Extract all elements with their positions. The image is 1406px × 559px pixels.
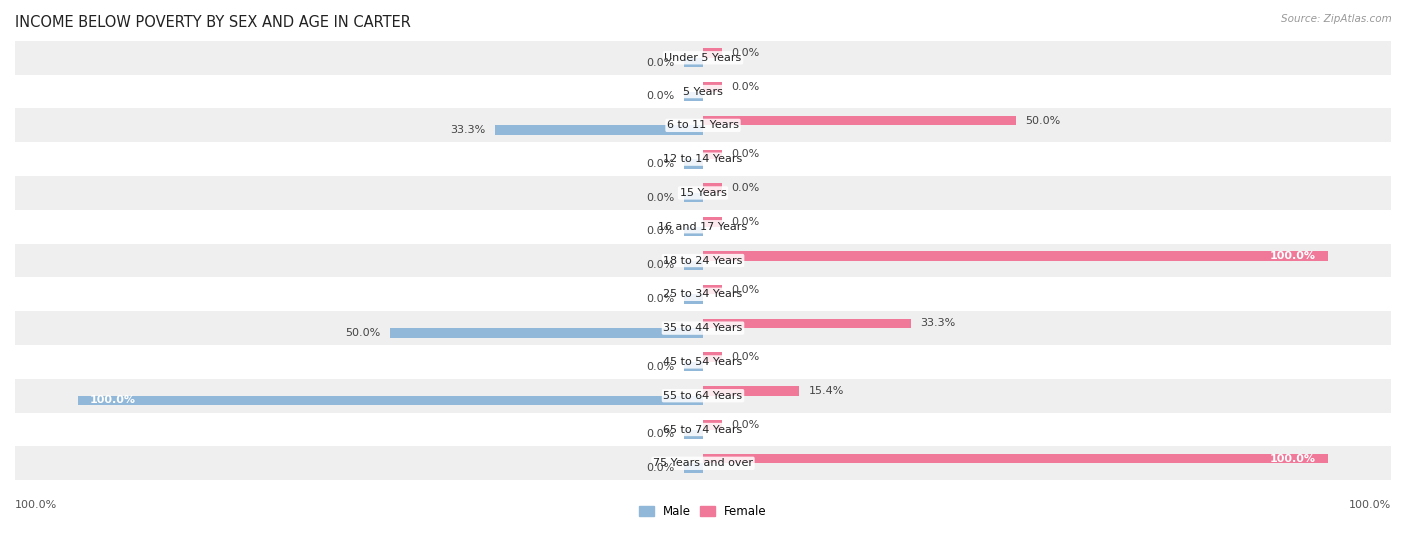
- Text: 100.0%: 100.0%: [1270, 251, 1316, 261]
- Bar: [703, 150, 721, 159]
- Bar: [703, 454, 1329, 463]
- Bar: [703, 48, 721, 58]
- Bar: [703, 420, 721, 429]
- Text: 50.0%: 50.0%: [1025, 116, 1060, 126]
- Text: 55 to 64 Years: 55 to 64 Years: [664, 391, 742, 401]
- Bar: [15, 210, 1391, 244]
- Text: 0.0%: 0.0%: [731, 48, 759, 58]
- Bar: [495, 125, 703, 135]
- Text: 65 to 74 Years: 65 to 74 Years: [664, 424, 742, 434]
- Text: 33.3%: 33.3%: [450, 125, 485, 135]
- Bar: [685, 159, 703, 169]
- Text: 0.0%: 0.0%: [647, 463, 675, 473]
- Text: 0.0%: 0.0%: [647, 91, 675, 101]
- Text: 5 Years: 5 Years: [683, 87, 723, 97]
- Bar: [685, 260, 703, 270]
- Text: 15.4%: 15.4%: [808, 386, 844, 396]
- Bar: [15, 41, 1391, 75]
- Text: 100.0%: 100.0%: [1270, 453, 1316, 463]
- Bar: [703, 319, 911, 328]
- Bar: [15, 379, 1391, 413]
- Text: 100.0%: 100.0%: [90, 395, 136, 405]
- Text: 100.0%: 100.0%: [1348, 500, 1391, 510]
- Bar: [703, 82, 721, 92]
- Text: 0.0%: 0.0%: [647, 362, 675, 372]
- Text: 45 to 54 Years: 45 to 54 Years: [664, 357, 742, 367]
- Text: Source: ZipAtlas.com: Source: ZipAtlas.com: [1281, 14, 1392, 24]
- Bar: [685, 362, 703, 371]
- Text: 16 and 17 Years: 16 and 17 Years: [658, 222, 748, 232]
- Text: 6 to 11 Years: 6 to 11 Years: [666, 120, 740, 130]
- Bar: [15, 447, 1391, 480]
- Bar: [685, 58, 703, 67]
- Text: 12 to 14 Years: 12 to 14 Years: [664, 154, 742, 164]
- Text: 18 to 24 Years: 18 to 24 Years: [664, 255, 742, 266]
- Text: 0.0%: 0.0%: [647, 226, 675, 236]
- Text: 0.0%: 0.0%: [731, 285, 759, 295]
- Bar: [703, 217, 721, 227]
- Bar: [685, 227, 703, 236]
- Bar: [685, 429, 703, 439]
- Text: 0.0%: 0.0%: [647, 58, 675, 68]
- Bar: [685, 92, 703, 101]
- Text: 15 Years: 15 Years: [679, 188, 727, 198]
- Bar: [15, 75, 1391, 108]
- Text: 0.0%: 0.0%: [647, 429, 675, 439]
- Text: 50.0%: 50.0%: [346, 328, 381, 338]
- Bar: [703, 116, 1015, 125]
- Bar: [15, 244, 1391, 277]
- Bar: [15, 413, 1391, 447]
- Text: 0.0%: 0.0%: [731, 217, 759, 227]
- Text: 0.0%: 0.0%: [647, 260, 675, 270]
- Text: 0.0%: 0.0%: [731, 183, 759, 193]
- Text: INCOME BELOW POVERTY BY SEX AND AGE IN CARTER: INCOME BELOW POVERTY BY SEX AND AGE IN C…: [15, 15, 411, 30]
- Text: 0.0%: 0.0%: [647, 159, 675, 169]
- Bar: [15, 143, 1391, 176]
- Text: 0.0%: 0.0%: [731, 420, 759, 430]
- Bar: [15, 345, 1391, 379]
- Text: 35 to 44 Years: 35 to 44 Years: [664, 323, 742, 333]
- Bar: [703, 251, 1329, 260]
- Bar: [685, 463, 703, 473]
- Bar: [685, 193, 703, 202]
- Text: 25 to 34 Years: 25 to 34 Years: [664, 290, 742, 299]
- Text: 75 Years and over: 75 Years and over: [652, 458, 754, 468]
- Text: 0.0%: 0.0%: [731, 352, 759, 362]
- Text: 0.0%: 0.0%: [731, 82, 759, 92]
- Text: 0.0%: 0.0%: [647, 193, 675, 203]
- Bar: [15, 311, 1391, 345]
- Bar: [15, 108, 1391, 143]
- Bar: [703, 353, 721, 362]
- Text: 0.0%: 0.0%: [647, 294, 675, 304]
- Bar: [15, 176, 1391, 210]
- Bar: [685, 295, 703, 304]
- Text: 100.0%: 100.0%: [15, 500, 58, 510]
- Bar: [703, 386, 800, 396]
- Bar: [15, 277, 1391, 311]
- Bar: [391, 328, 703, 338]
- Bar: [703, 183, 721, 193]
- Bar: [703, 285, 721, 295]
- Bar: [77, 396, 703, 405]
- Text: 33.3%: 33.3%: [921, 319, 956, 328]
- Text: 0.0%: 0.0%: [731, 149, 759, 159]
- Legend: Male, Female: Male, Female: [634, 500, 772, 523]
- Text: Under 5 Years: Under 5 Years: [665, 53, 741, 63]
